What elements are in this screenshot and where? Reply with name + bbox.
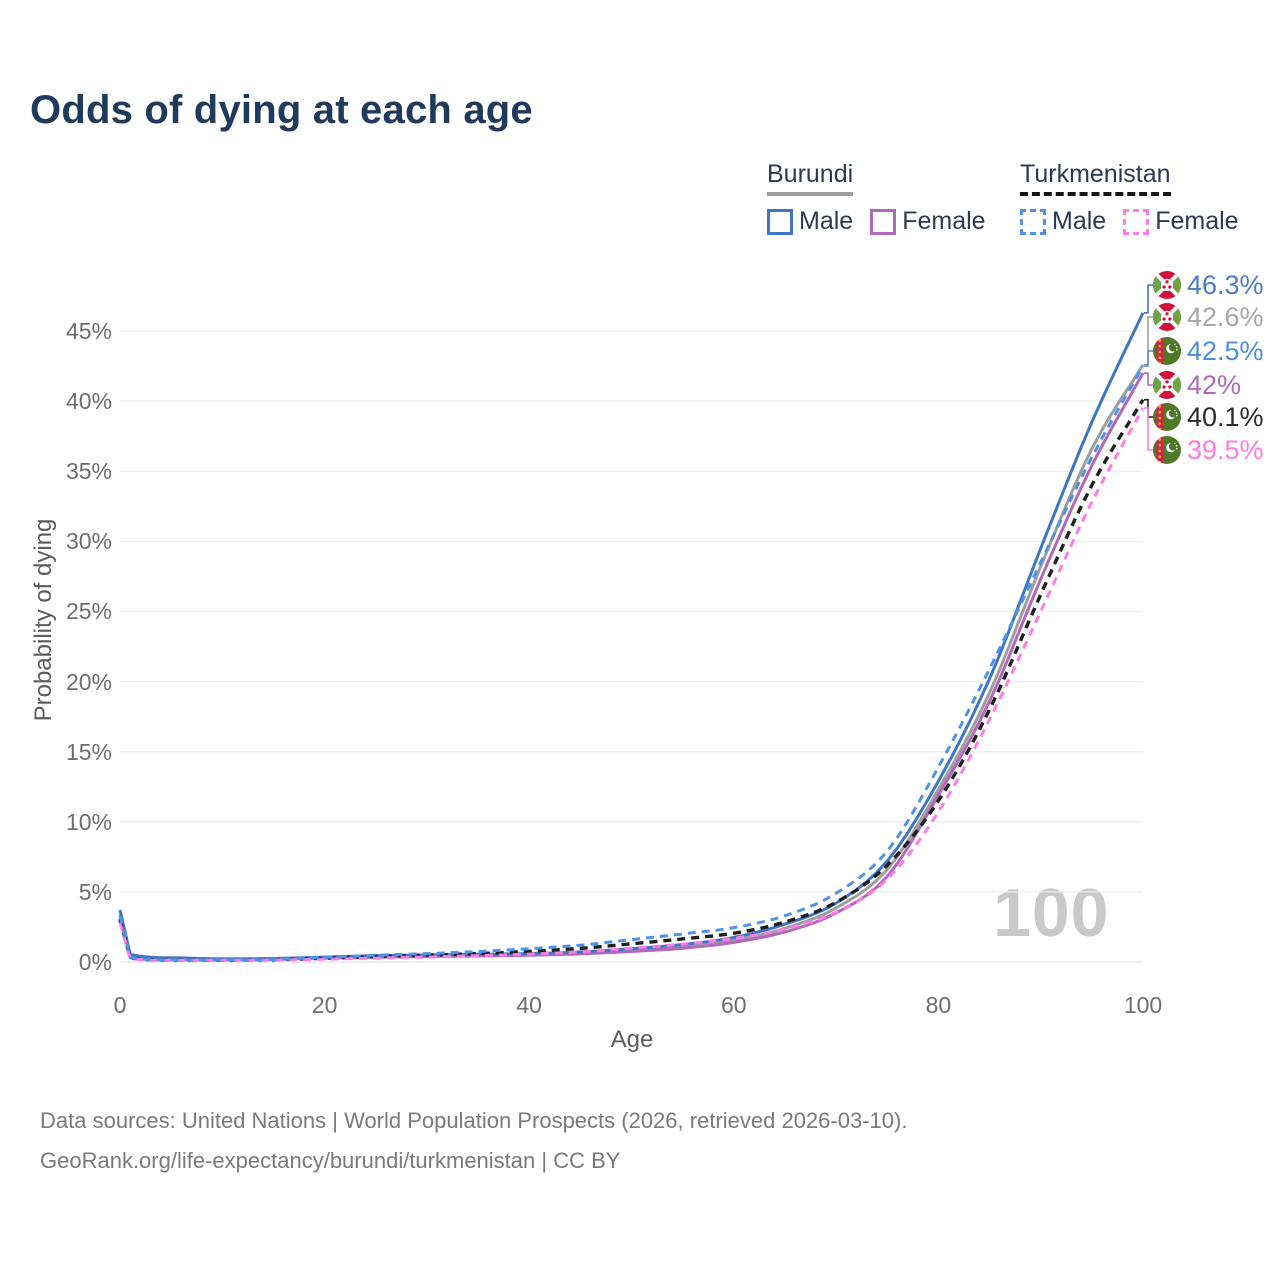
leader-line — [1144, 284, 1153, 314]
leader-line — [1144, 316, 1153, 366]
burundi-flag-icon — [1153, 271, 1181, 299]
x-tick-label: 20 — [311, 992, 338, 1018]
turkmenistan-flag-icon — [1153, 337, 1181, 365]
y-tick-label: 45% — [65, 318, 112, 344]
leader-line — [1144, 407, 1153, 451]
legend-item-turkmenistan-female[interactable]: Female — [1123, 207, 1239, 236]
attribution-line: GeoRank.org/life-expectancy/burundi/turk… — [40, 1148, 621, 1173]
turkmenistan-flag-icon — [1153, 436, 1181, 464]
series-line-turkmenistan-female[interactable] — [118, 407, 1145, 962]
end-value-label: 39.5% — [1187, 434, 1264, 465]
series-line-burundi-female[interactable] — [118, 372, 1145, 961]
series-line-turkmenistan-male[interactable] — [118, 365, 1145, 962]
series-line-burundi-both-sexes[interactable] — [118, 363, 1145, 961]
end-value-label: 40.1% — [1187, 401, 1264, 432]
end-label-burundi-both-sexes: 42.6% — [1153, 301, 1264, 332]
legend-country-burundi-label: Burundi — [767, 160, 854, 196]
x-tick-label: 0 — [113, 992, 127, 1018]
burundi-female-swatch-icon — [870, 208, 897, 235]
x-tick-label: 60 — [721, 992, 747, 1018]
end-label-burundi-female: 42% — [1153, 369, 1242, 400]
data-sources-line: Data sources: United Nations | World Pop… — [40, 1108, 908, 1133]
end-value-label: 46.3% — [1187, 269, 1264, 300]
x-tick-label: 80 — [925, 992, 952, 1018]
legend-country-turkmenistan: Turkmenistan — [1020, 160, 1239, 196]
burundi-male-swatch-icon — [767, 208, 793, 235]
legend-item-label: Male — [1052, 207, 1107, 235]
burundi-flag-icon — [1153, 303, 1181, 331]
age-watermark: 100 — [993, 875, 1110, 951]
y-tick-label: 10% — [65, 808, 112, 835]
y-tick-label: 35% — [65, 458, 112, 485]
legend-item-label: Female — [902, 207, 986, 235]
turkmenistan-female-swatch-icon — [1123, 208, 1150, 235]
legend-item-burundi-male[interactable]: Male — [767, 207, 853, 236]
end-label-turkmenistan-female: 39.5% — [1153, 434, 1264, 465]
y-tick-label: 5% — [78, 878, 112, 905]
leader-line — [1144, 372, 1153, 386]
y-tick-label: 40% — [65, 388, 112, 415]
legend-item-burundi-female[interactable]: Female — [870, 207, 986, 236]
y-tick-label: 20% — [65, 668, 112, 695]
end-value-label: 42.6% — [1187, 301, 1264, 332]
legend-country-turkmenistan-label: Turkmenistan — [1020, 160, 1171, 196]
leader-line — [1144, 350, 1153, 367]
x-tick-label: 40 — [516, 992, 542, 1018]
turkmenistan-male-swatch-icon — [1020, 208, 1046, 235]
end-label-burundi-male: 46.3% — [1153, 269, 1264, 300]
legend-item-turkmenistan-male[interactable]: Male — [1020, 207, 1106, 236]
page-title: Odds of dying at each age — [30, 88, 533, 132]
legend-group-turkmenistan: Turkmenistan Male Female — [1020, 160, 1239, 236]
end-label-turkmenistan-both-sexes: 40.1% — [1153, 401, 1264, 432]
y-tick-label: 30% — [65, 528, 112, 555]
legend-group-burundi: Burundi Male Female — [767, 160, 986, 236]
series-line-burundi-male[interactable] — [118, 312, 1145, 961]
y-tick-label: 25% — [65, 598, 112, 625]
legend-country-burundi: Burundi — [767, 160, 986, 196]
x-tick-label: 100 — [1123, 992, 1163, 1018]
end-value-label: 42.5% — [1187, 335, 1264, 366]
legend-items-burundi: Male Female — [767, 207, 986, 236]
legend-item-label: Female — [1155, 207, 1239, 235]
legend-items-turkmenistan: Male Female — [1020, 207, 1239, 236]
legend-item-label: Male — [799, 207, 854, 235]
end-label-turkmenistan-male: 42.5% — [1153, 335, 1264, 366]
end-value-label: 42% — [1187, 369, 1242, 400]
y-tick-label: 0% — [78, 949, 112, 975]
burundi-flag-icon — [1153, 371, 1181, 399]
x-axis-title: Age — [610, 1026, 654, 1053]
turkmenistan-flag-icon — [1153, 403, 1181, 431]
y-tick-label: 15% — [65, 738, 112, 765]
